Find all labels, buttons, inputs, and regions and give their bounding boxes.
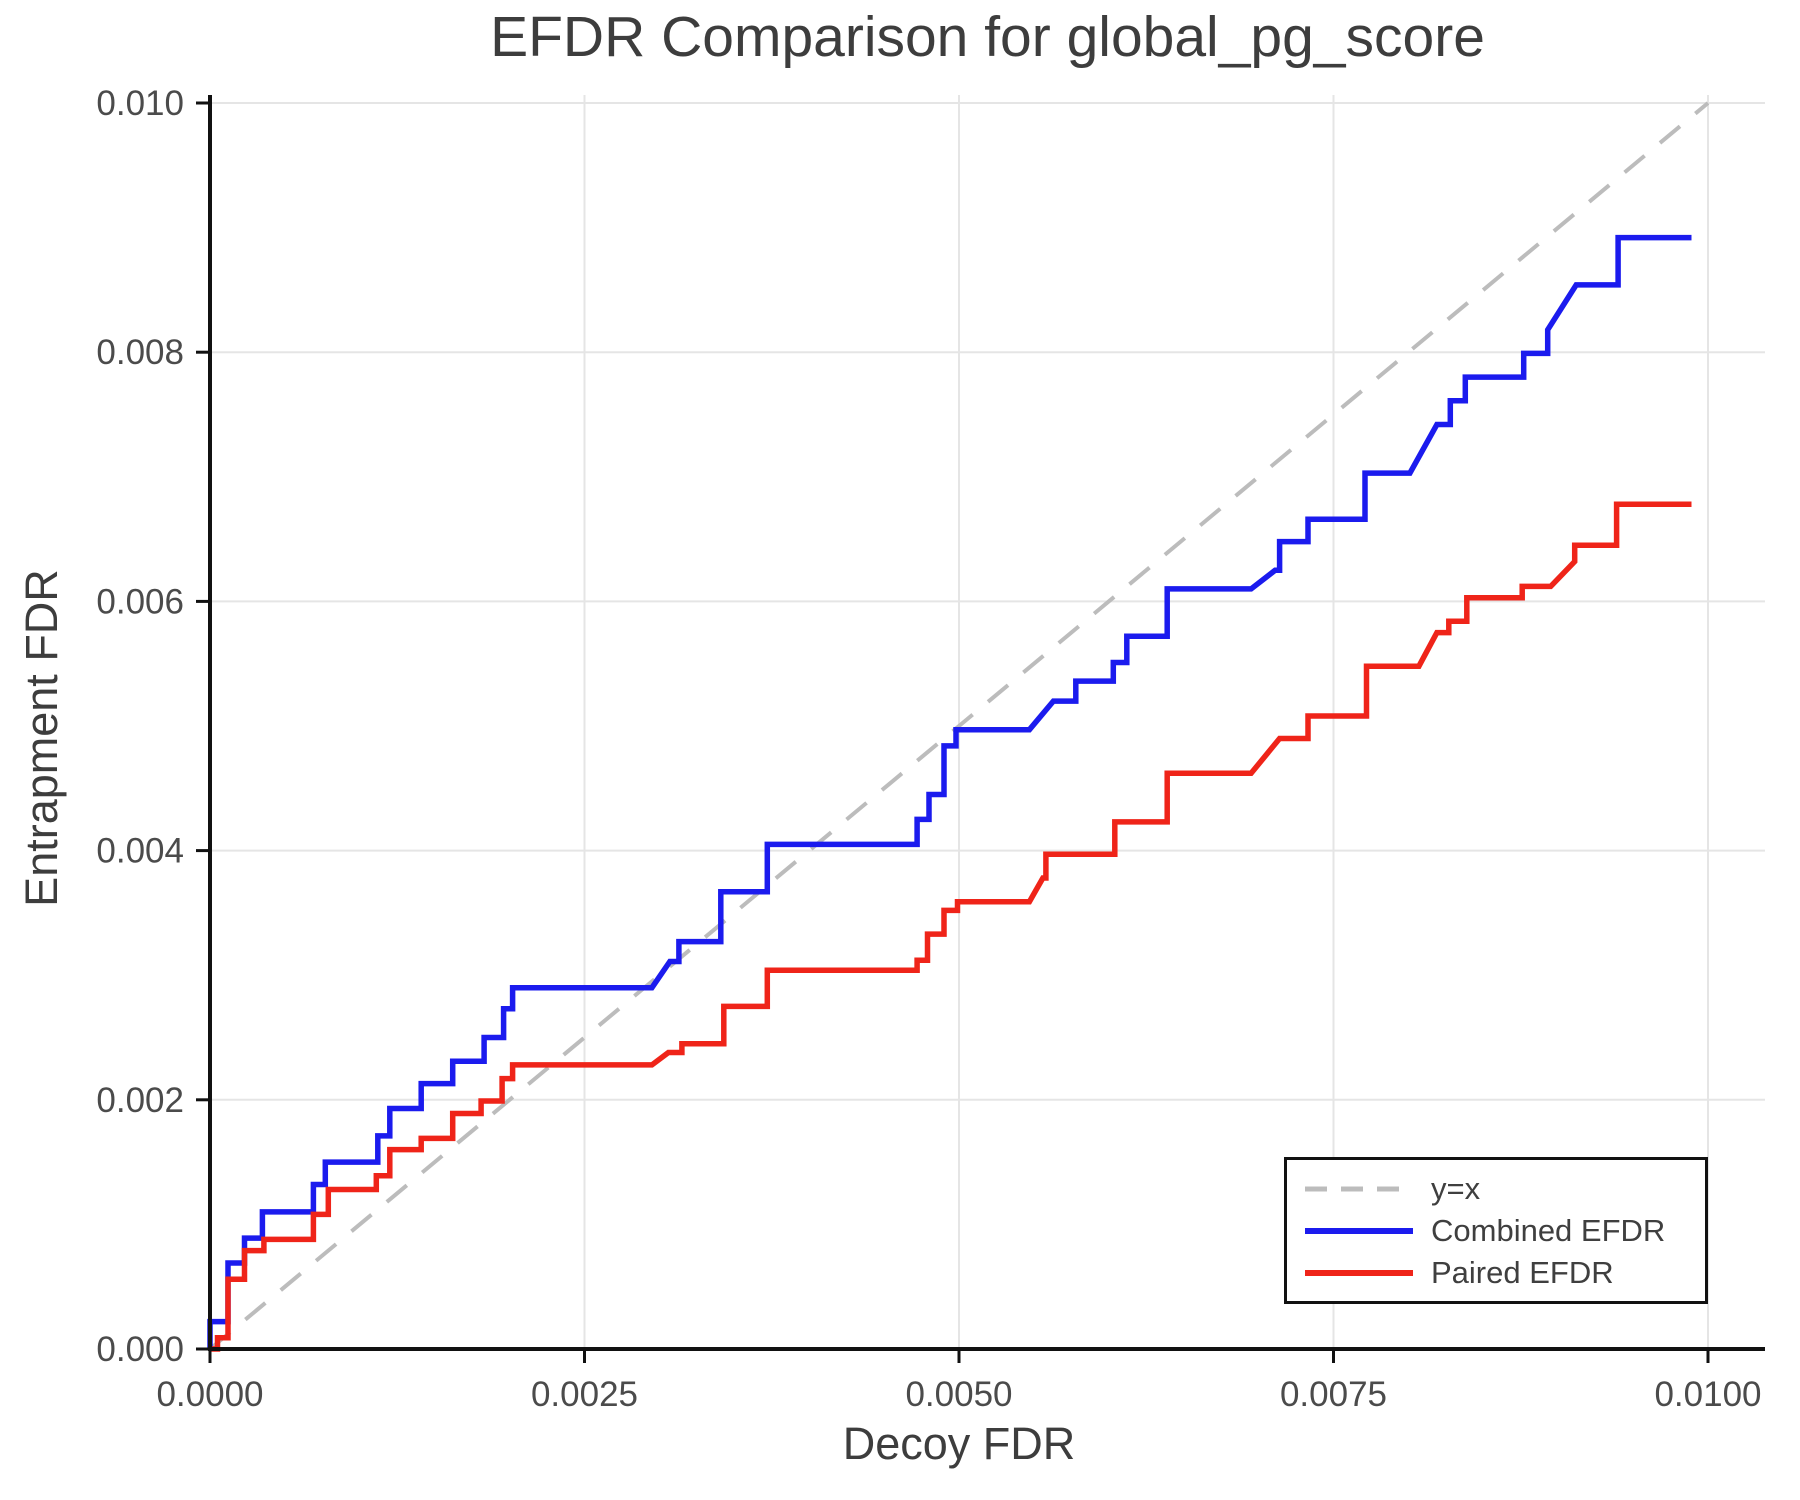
legend-box: y=x Combined EFDR Paired EFDR [1284,1157,1708,1304]
data-series-layer [207,234,1692,1352]
gridlines [210,95,1765,1349]
x-tick-label: 0.0025 [531,1375,638,1414]
chart-title: EFDR Comparison for global_pg_score [490,5,1485,69]
x-tick-label: 0.0075 [1280,1375,1387,1414]
y-tick-label: 0.008 [96,333,184,372]
y-tick-label: 0.004 [96,832,184,871]
blue-line-sample [1305,1227,1413,1234]
dashed-line-sample [1305,1186,1413,1191]
x-tick-label: 0.0100 [1654,1375,1761,1414]
legend-item-paired: Paired EFDR [1303,1254,1705,1292]
y-tick-label: 0.010 [96,84,184,123]
combined-efdr-line [207,234,1692,1349]
axis-spines [208,95,1765,1351]
axis-tick-labels: 0.0000 0.0025 0.0050 0.0075 0.0100 0.000 0.002… [96,84,1761,1414]
reference-line-layer [208,101,1710,1351]
y-tick-label: 0.006 [96,582,184,621]
x-axis-label: Decoy FDR [842,1418,1076,1469]
legend-item-reference: y=x [1303,1170,1705,1208]
legend-label-combined: Combined EFDR [1431,1212,1666,1248]
legend-label-reference: y=x [1431,1170,1481,1206]
y-tick-label: 0.000 [96,1330,184,1369]
x-tick-label: 0.0000 [156,1375,263,1414]
red-line-sample [1305,1269,1413,1276]
legend-label-paired: Paired EFDR [1431,1254,1614,1290]
x-tick-label: 0.0050 [905,1375,1012,1414]
y-tick-label: 0.002 [96,1081,184,1120]
paired-efdr-line [210,501,1692,1352]
legend-item-combined: Combined EFDR [1303,1212,1705,1250]
axis-ticks [196,101,1710,1363]
y-equals-x-line [208,101,1710,1351]
y-axis-label: Entrapment FDR [16,569,67,907]
